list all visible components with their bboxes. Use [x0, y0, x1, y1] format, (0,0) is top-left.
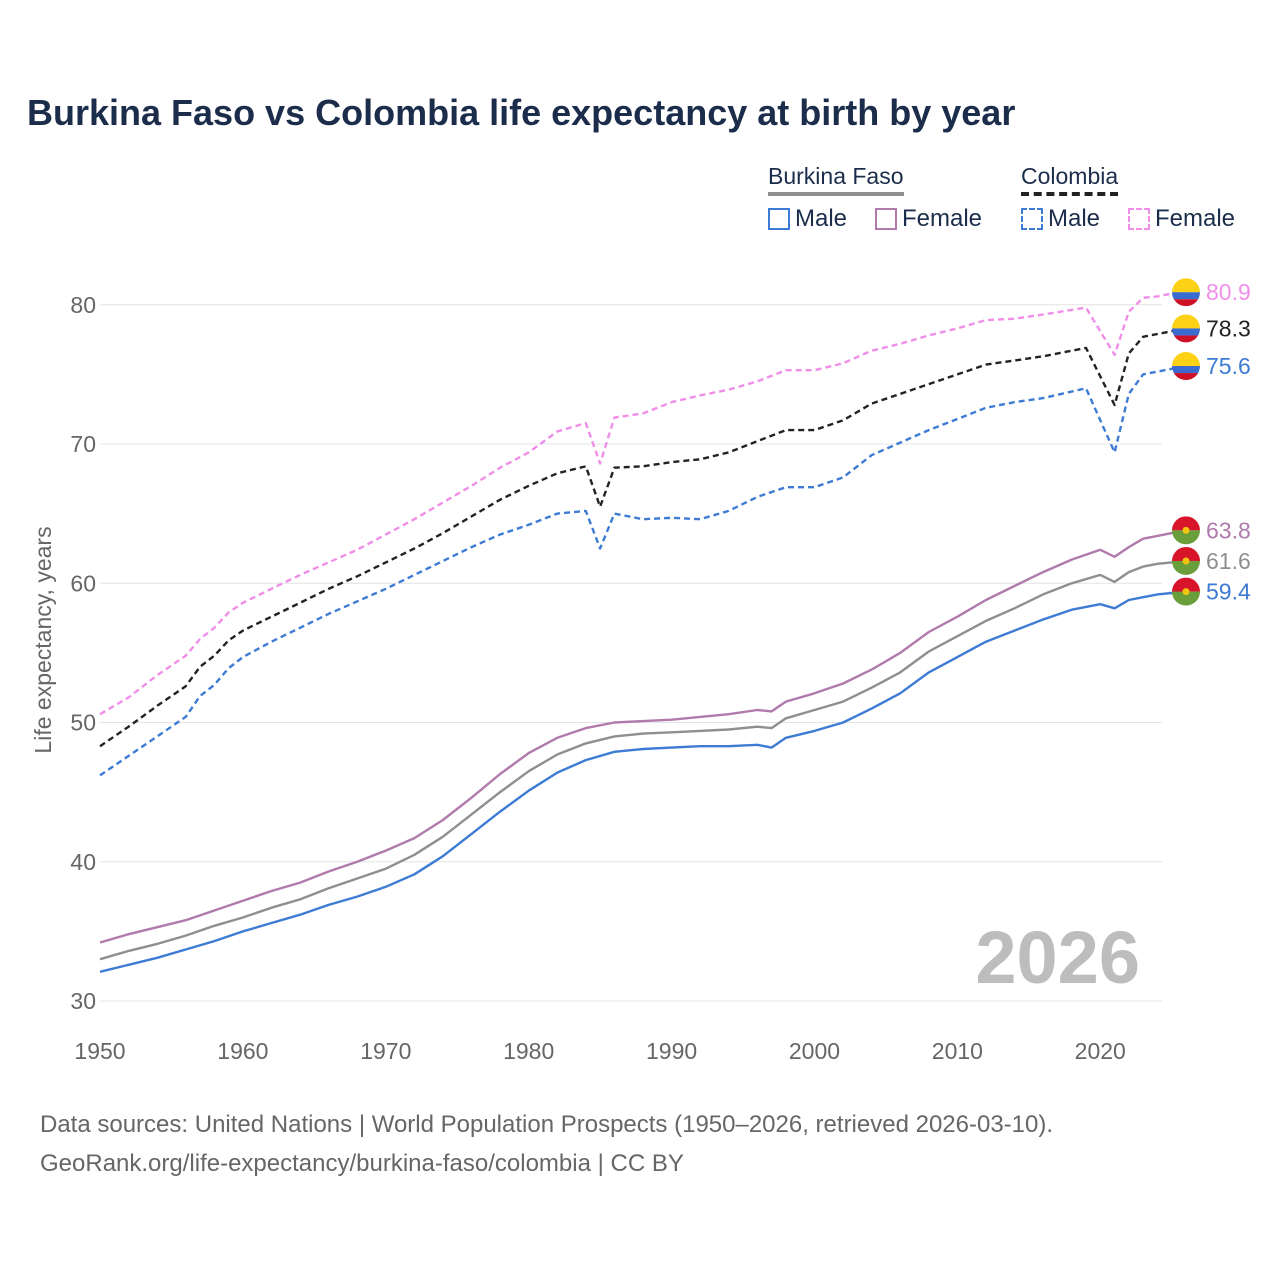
flag-icon-colombia: [1172, 278, 1200, 307]
end-value-label: 80.9: [1206, 279, 1251, 305]
legend-dashed-line: [1021, 192, 1119, 196]
x-axis-ticks: 1950 1960 1970 1980 1990 2000 2010 2020: [74, 1038, 1125, 1064]
series-line-colombia-total: [99, 327, 1187, 748]
series-line-burkina-faso-male: [99, 590, 1187, 973]
legend-swatch: [875, 208, 897, 230]
x-tick-label: 1950: [74, 1038, 125, 1064]
legend-group-label: Colombia: [1021, 163, 1119, 189]
series-line-colombia-female: [99, 291, 1187, 716]
flag-icon-colombia: [1172, 314, 1200, 343]
y-tick-label: 80: [70, 292, 96, 318]
footer-link[interactable]: GeoRank.org/life-expectancy/burkina-faso…: [40, 1150, 684, 1177]
series-line-colombia-male: [99, 364, 1187, 777]
footer: Data sources: United Nations | World Pop…: [40, 1105, 1053, 1183]
y-tick-label: 40: [70, 849, 96, 875]
legend-item-label: Female: [1155, 205, 1236, 232]
chart-title: Burkina Faso vs Colombia life expectancy…: [27, 92, 1016, 133]
legend-solid-line: [768, 192, 904, 196]
legend-group-colombia[interactable]: Colombia: [1021, 163, 1119, 196]
end-value-label: 63.8: [1206, 517, 1251, 543]
flag-icon-burkina-faso: [1172, 546, 1200, 575]
legend-item-co-female[interactable]: Female: [1128, 205, 1235, 233]
flag-icon-burkina-faso: [1172, 577, 1200, 606]
x-tick-label: 1960: [217, 1038, 268, 1064]
x-tick-label: 2010: [932, 1038, 983, 1064]
x-tick-label: 1980: [503, 1038, 554, 1064]
x-tick-label: 2020: [1075, 1038, 1126, 1064]
legend-item-label: Male: [795, 205, 848, 232]
y-tick-label: 70: [70, 431, 96, 457]
legend-swatch: [768, 208, 790, 230]
x-tick-label: 1970: [360, 1038, 411, 1064]
series-lines: [99, 291, 1187, 973]
y-tick-label: 50: [70, 710, 96, 736]
footer-sources: Data sources: United Nations | World Pop…: [40, 1111, 1054, 1138]
y-axis-ticks: 30 40 50 60 70 80: [70, 292, 96, 1014]
legend-item-bf-male[interactable]: Male: [768, 205, 847, 233]
series-line-burkina-faso-total: [99, 559, 1187, 961]
end-value-label: 78.3: [1206, 315, 1251, 341]
end-labels: 80.9 78.3 75.6 63.8 61.6 59.4: [1172, 278, 1251, 606]
x-tick-label: 2000: [789, 1038, 840, 1064]
end-value-label: 75.6: [1206, 353, 1251, 379]
year-watermark: 2026: [975, 916, 1140, 999]
flag-icon-burkina-faso: [1172, 516, 1200, 545]
series-line-burkina-faso-female: [99, 529, 1187, 944]
legend-group-label: Burkina Faso: [768, 163, 904, 189]
legend-item-bf-female[interactable]: Female: [875, 205, 982, 233]
legend-swatch: [1021, 208, 1043, 230]
legend-item-label: Male: [1048, 205, 1101, 232]
legend-item-co-male[interactable]: Male: [1021, 205, 1100, 233]
legend-item-label: Female: [902, 205, 983, 232]
y-axis-label: Life expectancy, years: [30, 526, 56, 753]
x-tick-label: 1990: [646, 1038, 697, 1064]
end-value-label: 59.4: [1206, 579, 1251, 605]
y-tick-label: 60: [70, 570, 96, 596]
gridlines: [100, 304, 1162, 1002]
legend-group-burkina-faso[interactable]: Burkina Faso: [768, 163, 904, 196]
flag-icon-colombia: [1172, 352, 1200, 381]
y-tick-label: 30: [70, 988, 96, 1014]
legend-swatch: [1128, 208, 1150, 230]
end-value-label: 61.6: [1206, 548, 1251, 574]
